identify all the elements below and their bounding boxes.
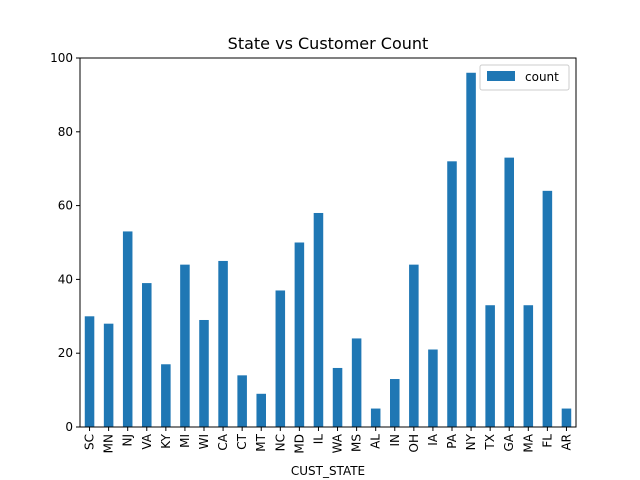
- bar-ma: [523, 305, 534, 427]
- legend: count: [479, 64, 570, 91]
- bar-ar: [561, 408, 572, 427]
- legend-label-count: count: [525, 70, 559, 84]
- x-tick-label: NC: [273, 434, 287, 451]
- bar-pa: [447, 161, 457, 427]
- bar-mt: [256, 393, 266, 427]
- x-tick-label: TX: [483, 434, 497, 451]
- x-tick-label: VA: [140, 433, 154, 449]
- y-tick-label: 60: [58, 199, 73, 213]
- bar-ny: [466, 72, 476, 427]
- x-tick-label: CT: [235, 433, 249, 449]
- bar-in: [390, 379, 400, 427]
- x-tick-label: MD: [292, 434, 306, 454]
- bar-nc: [275, 290, 286, 427]
- bar-ca: [218, 260, 228, 427]
- x-tick-label: NY: [464, 433, 478, 450]
- bar-il: [313, 212, 324, 427]
- x-tick-label: KY: [159, 433, 173, 448]
- x-tick-label: AL: [369, 434, 383, 449]
- x-tick-label: WA: [331, 433, 345, 453]
- bar-va: [142, 283, 152, 427]
- bar-fl: [542, 190, 553, 427]
- y-tick-label: 0: [65, 420, 73, 434]
- x-tick-label: PA: [445, 433, 459, 448]
- x-axis-label: CUST_STATE: [291, 464, 365, 478]
- chart-title: State vs Customer Count: [228, 34, 429, 53]
- x-tick-label: GA: [502, 433, 516, 451]
- bar-md: [294, 242, 305, 427]
- y-axis: 0 20 40 60 80 100: [50, 51, 80, 434]
- bar-ga: [504, 157, 514, 427]
- bars-group: [84, 72, 572, 427]
- bar-ia: [428, 349, 438, 427]
- x-tick-label: AR: [559, 434, 573, 451]
- bar-mn: [103, 323, 114, 427]
- bar-ky: [161, 364, 171, 427]
- y-tick-label: 100: [50, 51, 73, 65]
- bar-sc: [84, 316, 95, 427]
- bar-nj: [122, 231, 133, 427]
- x-tick-label: IA: [426, 433, 440, 446]
- x-tick-label: OH: [407, 434, 421, 452]
- x-axis: SC MN NJ VA KY MI WI CA CT MT NC MD IL WA MS AL IN OH IA PA…: [83, 427, 573, 454]
- x-tick-label: MS: [350, 434, 364, 452]
- x-tick-label: MT: [254, 433, 268, 451]
- bar-ct: [237, 375, 247, 427]
- x-tick-label: IN: [388, 434, 402, 447]
- legend-swatch: [487, 71, 515, 81]
- plot-frame: [79, 57, 577, 428]
- x-tick-label: MI: [178, 434, 192, 448]
- bar-oh: [409, 264, 419, 427]
- x-tick-label: MN: [102, 434, 116, 453]
- bar-al: [370, 408, 381, 427]
- y-tick-label: 20: [58, 346, 73, 360]
- x-tick-label: CA: [216, 433, 230, 450]
- bar-wa: [332, 367, 343, 427]
- bar-ms: [351, 338, 362, 427]
- x-tick-label: IL: [311, 434, 325, 445]
- bar-mi: [180, 264, 190, 427]
- bar-tx: [485, 305, 495, 427]
- x-tick-label: NJ: [121, 434, 135, 447]
- y-tick-label: 40: [58, 272, 73, 286]
- x-tick-label: MA: [521, 433, 535, 452]
- y-tick-label: 80: [58, 125, 73, 139]
- x-tick-label: WI: [197, 434, 211, 449]
- x-tick-label: SC: [83, 434, 97, 450]
- bar-wi: [199, 319, 209, 427]
- x-tick-label: FL: [540, 434, 554, 448]
